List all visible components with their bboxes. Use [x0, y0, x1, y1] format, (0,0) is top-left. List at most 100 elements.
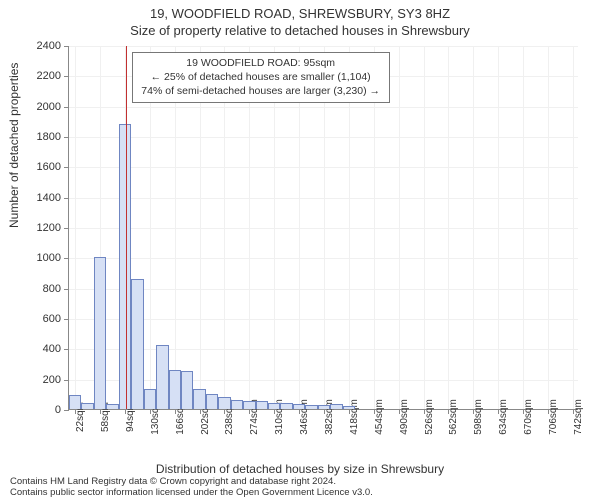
x-tick-mark	[75, 409, 76, 414]
histogram-bar	[256, 401, 268, 409]
annotation-line: ← 25% of detached houses are smaller (1,…	[141, 70, 381, 84]
y-tick-label: 1400	[37, 192, 61, 204]
histogram-bar	[231, 400, 243, 409]
histogram-bar	[318, 405, 330, 409]
x-tick-label: 562sqm	[448, 399, 459, 435]
y-tick-label: 2200	[37, 70, 61, 82]
gridline-v	[498, 46, 499, 409]
x-tick-label: 670sqm	[523, 399, 534, 435]
x-tick-mark	[150, 409, 151, 414]
y-tick-mark	[64, 107, 69, 108]
x-tick-label: 526sqm	[424, 399, 435, 435]
gridline-v	[75, 46, 76, 409]
x-tick-mark	[175, 409, 176, 414]
y-tick-mark	[64, 319, 69, 320]
x-tick-label: 598sqm	[473, 399, 484, 435]
gridline-v	[573, 46, 574, 409]
annotation-line: 74% of semi-detached houses are larger (…	[141, 84, 381, 98]
x-tick-mark	[324, 409, 325, 414]
x-tick-mark	[100, 409, 101, 414]
histogram-bar	[69, 395, 81, 409]
x-tick-mark	[274, 409, 275, 414]
chart-title-1: 19, WOODFIELD ROAD, SHREWSBURY, SY3 8HZ	[0, 6, 600, 23]
gridline-v	[548, 46, 549, 409]
histogram-bar	[343, 406, 355, 409]
x-tick-mark	[424, 409, 425, 414]
y-tick-label: 2000	[37, 101, 61, 113]
x-tick-mark	[523, 409, 524, 414]
chart-title-2: Size of property relative to detached ho…	[0, 23, 600, 40]
x-tick-mark	[399, 409, 400, 414]
histogram-bar	[330, 404, 342, 409]
x-tick-label: 706sqm	[548, 399, 559, 435]
property-marker-line	[126, 46, 127, 409]
x-tick-mark	[224, 409, 225, 414]
y-tick-label: 0	[55, 404, 61, 416]
license-footer: Contains HM Land Registry data © Crown c…	[0, 477, 373, 498]
y-tick-mark	[64, 76, 69, 77]
y-tick-mark	[64, 167, 69, 168]
x-tick-label: 454sqm	[374, 399, 385, 435]
x-tick-mark	[374, 409, 375, 414]
x-tick-label: 634sqm	[498, 399, 509, 435]
x-tick-mark	[498, 409, 499, 414]
x-tick-mark	[448, 409, 449, 414]
y-tick-mark	[64, 258, 69, 259]
y-tick-mark	[64, 349, 69, 350]
x-tick-mark	[200, 409, 201, 414]
y-tick-mark	[64, 228, 69, 229]
y-tick-label: 200	[43, 374, 61, 386]
x-tick-mark	[349, 409, 350, 414]
histogram-bar	[206, 394, 218, 409]
y-tick-mark	[64, 137, 69, 138]
gridline-v	[399, 46, 400, 409]
x-tick-mark	[249, 409, 250, 414]
histogram-bar	[169, 370, 181, 409]
x-tick-mark	[548, 409, 549, 414]
histogram-bar	[293, 404, 305, 409]
histogram-bar	[156, 345, 168, 409]
histogram-bar	[181, 371, 193, 409]
y-tick-label: 1000	[37, 252, 61, 264]
histogram-bar	[81, 403, 93, 409]
y-tick-label: 600	[43, 313, 61, 325]
histogram-bar	[193, 389, 205, 409]
histogram-bar	[243, 401, 255, 409]
x-axis-label: Distribution of detached houses by size …	[0, 462, 600, 476]
gridline-v	[523, 46, 524, 409]
x-tick-mark	[573, 409, 574, 414]
y-axis-label: Number of detached properties	[7, 63, 21, 228]
x-tick-label: 742sqm	[573, 399, 584, 435]
x-tick-mark	[299, 409, 300, 414]
y-tick-label: 400	[43, 343, 61, 355]
histogram-bar	[94, 257, 106, 409]
x-tick-mark	[473, 409, 474, 414]
x-tick-label: 418sqm	[349, 399, 360, 435]
footer-line-2: Contains public sector information licen…	[10, 488, 373, 498]
y-tick-mark	[64, 410, 69, 411]
gridline-v	[424, 46, 425, 409]
footer-line-1: Contains HM Land Registry data © Crown c…	[10, 477, 373, 487]
histogram-bar	[144, 389, 156, 409]
annotation-box: 19 WOODFIELD ROAD: 95sqm← 25% of detache…	[132, 52, 390, 103]
y-tick-mark	[64, 46, 69, 47]
y-tick-label: 1600	[37, 161, 61, 173]
histogram-bar	[131, 279, 143, 409]
annotation-line: 19 WOODFIELD ROAD: 95sqm	[141, 56, 381, 70]
x-tick-mark	[125, 409, 126, 414]
y-tick-mark	[64, 380, 69, 381]
y-tick-label: 2400	[37, 40, 61, 52]
y-tick-mark	[64, 289, 69, 290]
gridline-v	[473, 46, 474, 409]
histogram-bar	[280, 403, 292, 409]
y-tick-label: 1800	[37, 131, 61, 143]
gridline-v	[448, 46, 449, 409]
histogram-bar	[305, 405, 317, 409]
y-tick-label: 1200	[37, 222, 61, 234]
histogram-bar	[268, 403, 280, 409]
y-tick-label: 800	[43, 283, 61, 295]
histogram-bar	[106, 404, 118, 409]
y-tick-mark	[64, 198, 69, 199]
histogram-chart: 0200400600800100012001400160018002000220…	[68, 46, 578, 410]
histogram-bar	[218, 397, 230, 409]
